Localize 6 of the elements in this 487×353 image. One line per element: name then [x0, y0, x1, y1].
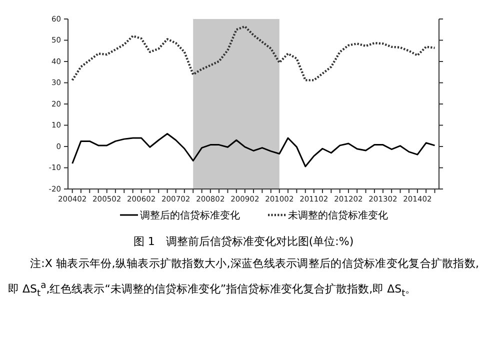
text: 注:X 轴表示年份,纵轴表示扩散指数大小,深蓝色线表示调整后的信贷标准变化复合扩散指数,即 ΔS$_{t}$$^{a}$,红色线表示“未调整的信贷标准变化”指信贷标准变化复合扩散指数,即 ΔS$_{t}$。	[7, 256, 480, 301]
line-series	[71, 25, 436, 82]
line-series	[72, 133, 436, 168]
text: 图 1 调整前后信贷标准变化对比图(单位:%)	[132, 234, 355, 250]
legend-label: 未调整的信贷标准变化	[288, 210, 388, 222]
legend-label: 调整后的信贷标准变化	[140, 210, 240, 222]
